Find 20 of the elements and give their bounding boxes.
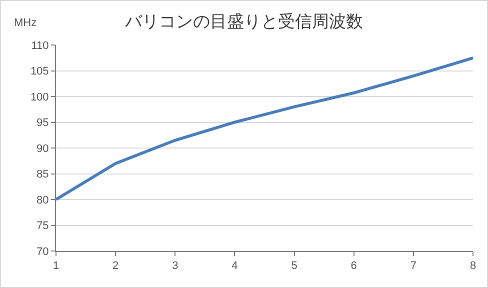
x-tick-label: 5 [291,260,298,272]
x-tick-label: 2 [112,260,119,272]
x-tick-label: 4 [232,260,238,272]
y-tick-label: 90 [36,142,49,155]
y-tick-label: 95 [36,117,49,130]
y-tick-label: 80 [36,194,49,206]
chart-title: バリコンの目盛りと受信周波数 [124,12,363,32]
x-tick-label: 7 [410,260,416,272]
x-tick-label: 6 [350,260,357,272]
y-tick-label: 70 [36,246,49,258]
x-tick-label: 8 [470,260,476,272]
x-tick-label: 1 [52,260,60,272]
y-tick-label: 75 [36,220,49,232]
y-tick-label: 100 [30,91,49,104]
y-tick-label: 110 [31,40,49,52]
line-series [56,56,473,201]
y-axis-title: MHz [14,17,37,29]
x-tick-label: 3 [172,260,178,272]
y-tick-label: 105 [30,66,49,78]
y-tick-label: 85 [36,168,49,181]
